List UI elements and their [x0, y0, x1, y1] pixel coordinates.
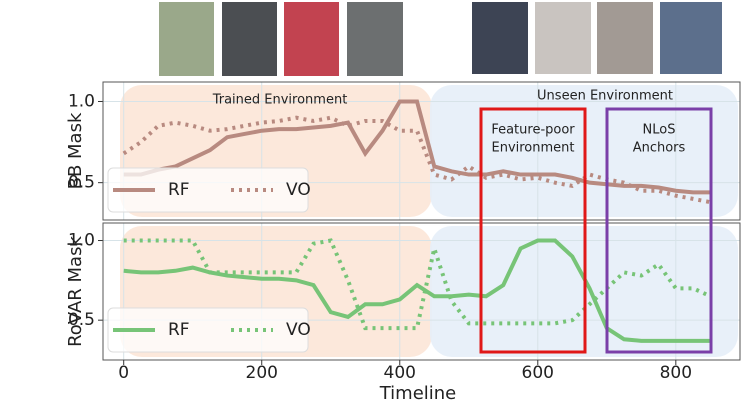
y-axis-label: BB Mask	[65, 112, 86, 189]
x-axis-label: Timeline	[379, 383, 457, 404]
plot-frame	[102, 81, 741, 221]
series-line	[123, 238, 711, 343]
legend-label: RF	[168, 180, 190, 200]
legend	[107, 307, 309, 353]
legend-label: VO	[286, 320, 311, 340]
annotation: Environment	[491, 141, 574, 156]
photo	[284, 2, 339, 76]
nlos-box	[605, 107, 713, 354]
photo	[597, 2, 653, 74]
photo	[347, 2, 403, 76]
y-tick-label: 1.0	[68, 231, 95, 251]
annotation: Unseen Environment	[537, 89, 673, 104]
y-tick-label: 0.5	[68, 173, 95, 193]
annotation: Anchors	[633, 141, 686, 156]
x-tick-label: 800	[660, 363, 692, 383]
x-tick-label: 600	[522, 363, 554, 383]
x-tick-label: 0	[118, 363, 129, 383]
plot-frame	[102, 222, 741, 361]
legend-label: VO	[286, 180, 311, 200]
photo	[660, 2, 722, 74]
annotation: Trained Environment	[212, 93, 348, 108]
y-tick-label: 0.5	[68, 310, 95, 330]
photo	[222, 2, 277, 76]
feature-poor-box	[479, 107, 587, 354]
legend-label: RF	[168, 320, 190, 340]
x-tick-label: 400	[384, 363, 416, 383]
photo	[472, 2, 528, 74]
series-line	[123, 238, 712, 331]
legend	[107, 167, 309, 213]
photo	[535, 2, 591, 74]
y-tick-label: 1.0	[68, 91, 95, 111]
annotation: NLoS	[643, 123, 676, 138]
y-axis-label: RoVAR Mask	[65, 236, 86, 347]
photo	[159, 2, 214, 76]
x-tick-label: 200	[246, 363, 278, 383]
annotation: Feature-poor	[491, 123, 575, 138]
series-line	[123, 99, 711, 195]
photos	[159, 2, 722, 76]
